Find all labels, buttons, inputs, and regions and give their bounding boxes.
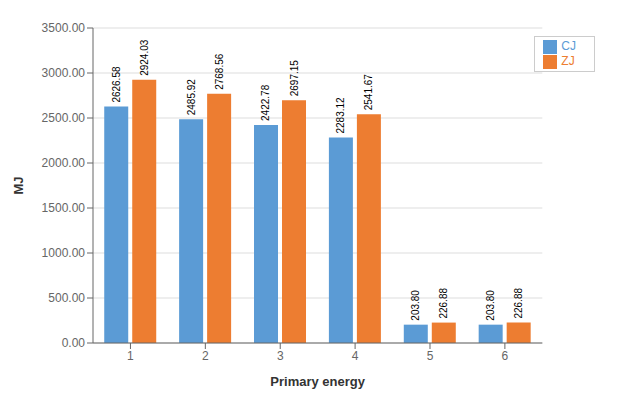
svg-text:2768.56: 2768.56 bbox=[214, 53, 225, 90]
svg-text:1: 1 bbox=[127, 349, 134, 363]
svg-text:3500.00: 3500.00 bbox=[42, 21, 86, 35]
html-text:ZJ: ZJ bbox=[561, 53, 575, 68]
svg-text:2626.58: 2626.58 bbox=[111, 66, 122, 103]
svg-text:2697.15: 2697.15 bbox=[289, 60, 300, 97]
svg-text:500.00: 500.00 bbox=[48, 291, 85, 305]
svg-text:1500.00: 1500.00 bbox=[42, 201, 86, 215]
svg-text:4: 4 bbox=[352, 349, 359, 363]
svg-text:203.80: 203.80 bbox=[410, 290, 421, 321]
svg-text:2000.00: 2000.00 bbox=[42, 156, 86, 170]
svg-text:3000.00: 3000.00 bbox=[42, 66, 86, 80]
svg-text:2422.78: 2422.78 bbox=[261, 84, 272, 121]
svg-text:226.88: 226.88 bbox=[438, 288, 449, 319]
svg-text:0.00: 0.00 bbox=[62, 336, 86, 350]
svg-text:2500.00: 2500.00 bbox=[42, 111, 86, 125]
svg-text:6: 6 bbox=[502, 349, 509, 363]
svg-text:2541.67: 2541.67 bbox=[363, 74, 374, 111]
svg-text:2485.92: 2485.92 bbox=[186, 79, 197, 116]
svg-text:203.80: 203.80 bbox=[485, 290, 496, 321]
svg-text:2283.12: 2283.12 bbox=[335, 97, 346, 134]
svg-text:226.88: 226.88 bbox=[513, 288, 524, 319]
svg-text:1000.00: 1000.00 bbox=[42, 246, 86, 260]
svg-text:Primary energy: Primary energy bbox=[270, 374, 365, 389]
html-text:CJ: CJ bbox=[561, 39, 576, 53]
svg-text:2924.03: 2924.03 bbox=[139, 39, 150, 76]
svg-text:5: 5 bbox=[427, 349, 434, 363]
svg-text:2: 2 bbox=[202, 349, 209, 363]
svg-text:MJ: MJ bbox=[11, 176, 26, 194]
svg-text:3: 3 bbox=[277, 349, 284, 363]
